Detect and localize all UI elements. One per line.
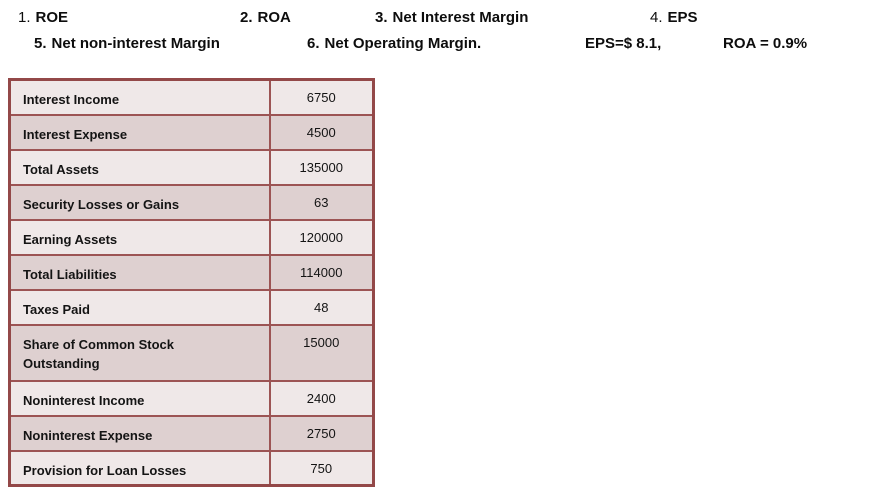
row-label: Interest Income	[23, 92, 120, 107]
eps-answer-label: EPS=$ 8.1,	[585, 35, 662, 52]
row-label-cell: Security Losses or Gains	[8, 183, 271, 221]
row-label: Noninterest Income	[23, 392, 145, 408]
table-row: Total Assets 135000	[8, 148, 375, 186]
row-value-cell: 2750	[268, 414, 375, 452]
question-3-number: 3.	[375, 9, 388, 26]
row-label: Provision for Loan Losses	[23, 462, 187, 478]
row-label: Total Assets	[23, 161, 99, 177]
table-row: Taxes Paid 48	[8, 288, 375, 326]
question-6-label: Net Operating Margin.	[324, 35, 482, 52]
question-6: 6. Net Operating Margin.	[307, 35, 481, 53]
table-row: Share of Common Stock Outstanding 15000	[8, 323, 375, 382]
question-5: 5. Net non-interest Margin	[34, 35, 220, 53]
row-value-cell: 15000	[268, 323, 375, 382]
row-label-cell: Share of Common Stock Outstanding	[8, 323, 271, 382]
row-label-cell: Interest Expense	[8, 113, 271, 151]
question-2-label: ROA	[257, 9, 291, 26]
row-label: Earning Assets	[23, 231, 118, 247]
roa-answer: ROA = 0.9%	[723, 35, 807, 53]
row-label-cell: Noninterest Income	[8, 379, 271, 417]
table-row: Total Liabilities 114000	[8, 253, 375, 291]
row-value-cell: 48	[268, 288, 375, 326]
row-label-cell: Provision for Loan Losses	[8, 449, 271, 487]
question-5-number: 5.	[34, 35, 47, 52]
row-label: Total Liabilities	[23, 266, 117, 282]
row-label-cell: Total Liabilities	[8, 253, 271, 291]
question-3-label: Net Interest Margin	[392, 9, 529, 26]
row-value-cell: 4500	[268, 113, 375, 151]
table-row: Interest Income 6750	[8, 78, 375, 116]
question-1-number: 1.	[18, 9, 31, 26]
question-3: 3. Net Interest Margin	[375, 9, 528, 27]
table-row: Security Losses or Gains 63	[8, 183, 375, 221]
question-5-label: Net non-interest Margin	[51, 35, 220, 52]
question-1: 1. ROE	[18, 9, 68, 27]
table-row: Interest Expense 4500	[8, 113, 375, 151]
row-label: Taxes Paid	[23, 301, 90, 317]
question-1-label: ROE	[35, 9, 69, 26]
row-label-cell: Earning Assets	[8, 218, 271, 256]
question-2-number: 2.	[240, 9, 253, 26]
row-label: Noninterest Expense	[23, 427, 153, 443]
roa-answer-label: ROA = 0.9%	[723, 35, 808, 52]
row-label: Share of Common Stock Outstanding	[23, 336, 174, 372]
row-label-cell: Interest Income	[8, 78, 271, 116]
table-row: Earning Assets 120000	[8, 218, 375, 256]
table-row: Noninterest Expense 2750	[8, 414, 375, 452]
question-4: 4. EPS	[650, 9, 698, 27]
row-label-cell: Noninterest Expense	[8, 414, 271, 452]
question-2: 2. ROA	[240, 9, 291, 27]
financial-data-table: Interest Income 6750 Interest Expense 45…	[8, 78, 375, 487]
row-value-cell: 2400	[268, 379, 375, 417]
row-value-cell: 63	[268, 183, 375, 221]
eps-answer: EPS=$ 8.1,	[585, 35, 661, 53]
question-4-label: EPS	[667, 9, 698, 26]
question-6-number: 6.	[307, 35, 320, 52]
row-label: Interest Expense	[23, 126, 128, 142]
row-value-cell: 135000	[268, 148, 375, 186]
table-row: Provision for Loan Losses 750	[8, 449, 375, 487]
table-row: Noninterest Income 2400	[8, 379, 375, 417]
row-value-cell: 114000	[268, 253, 375, 291]
row-label-cell: Taxes Paid	[8, 288, 271, 326]
row-value-cell: 750	[268, 449, 375, 487]
row-value-cell: 6750	[268, 78, 375, 116]
row-value-cell: 120000	[268, 218, 375, 256]
row-label: Security Losses or Gains	[23, 196, 180, 212]
row-label-cell: Total Assets	[8, 148, 271, 186]
question-4-number: 4.	[650, 9, 663, 26]
